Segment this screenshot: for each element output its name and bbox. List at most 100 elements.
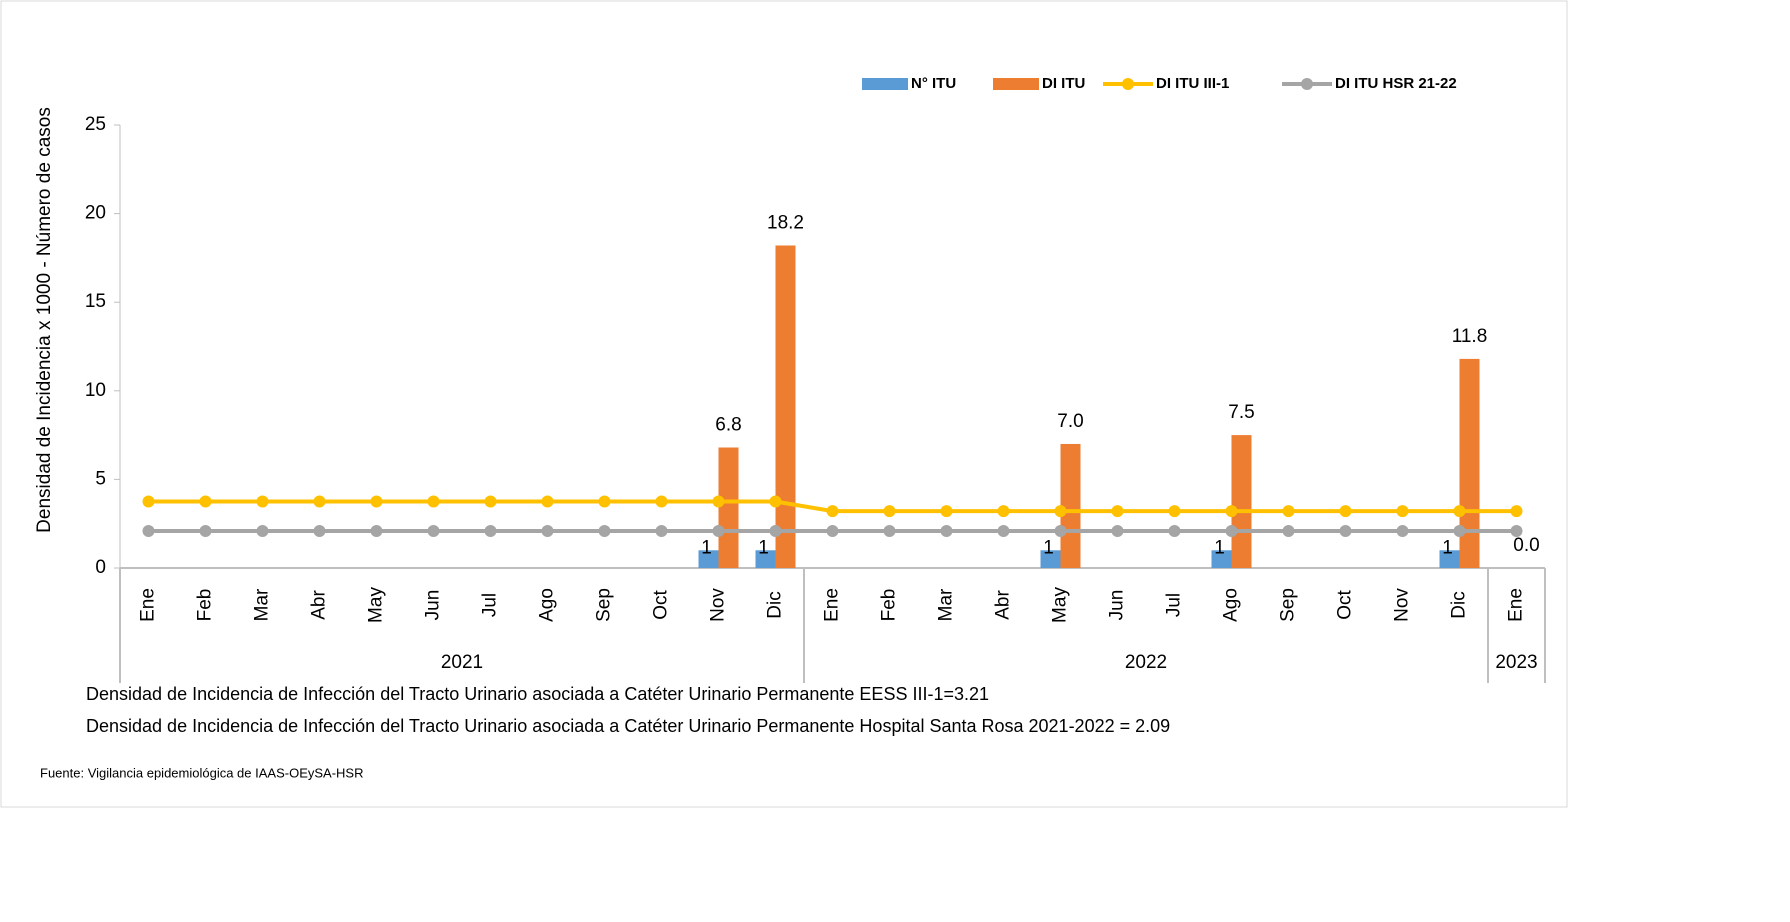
y-tick-label: 0 (95, 557, 106, 578)
line-marker (313, 495, 326, 508)
x-tick-label: Mar (936, 588, 957, 621)
line-marker (712, 524, 725, 537)
group-label: 2021 (441, 652, 483, 673)
x-tick-label: May (366, 587, 387, 623)
x-tick-label: Ago (537, 588, 558, 622)
data-label: 1 (758, 537, 769, 558)
line-marker (142, 495, 155, 508)
data-label: 18.2 (767, 213, 804, 234)
x-tick-label: Dic (765, 591, 786, 618)
line-marker (370, 495, 383, 508)
line-marker (1510, 505, 1523, 518)
line-marker (769, 524, 782, 537)
line-marker (940, 505, 953, 518)
line-marker (370, 524, 383, 537)
data-label: 1 (1214, 537, 1225, 558)
line-marker (1396, 524, 1409, 537)
line-marker (427, 495, 440, 508)
x-tick-label: Sep (1278, 588, 1299, 622)
x-tick-label: Ene (138, 588, 159, 622)
line-marker (712, 495, 725, 508)
x-tick-label: Feb (879, 589, 900, 622)
legend-label: DI ITU (1042, 75, 1085, 92)
y-tick-label: 5 (95, 468, 106, 489)
x-tick-label: Nov (708, 588, 729, 622)
line-marker (1054, 505, 1067, 518)
line-marker (1453, 505, 1466, 518)
data-label: 7.0 (1057, 411, 1083, 432)
line-marker (1225, 524, 1238, 537)
line-marker (313, 524, 326, 537)
line-marker (256, 524, 269, 537)
x-tick-label: May (1050, 587, 1071, 623)
x-tick-label: Oct (651, 590, 672, 620)
x-tick-label: Mar (252, 588, 273, 621)
line-marker (1111, 505, 1124, 518)
x-tick-label: Dic (1449, 591, 1470, 618)
legend-swatch (1301, 78, 1313, 90)
line-marker (1396, 505, 1409, 518)
legend-label: DI ITU HSR 21-22 (1335, 75, 1457, 92)
x-tick-label: Abr (309, 590, 330, 620)
line-marker (484, 524, 497, 537)
group-label: 2023 (1495, 652, 1537, 673)
y-tick-label: 10 (85, 380, 106, 401)
line-marker (427, 524, 440, 537)
x-tick-label: Abr (993, 590, 1014, 620)
bar (718, 447, 739, 568)
line-marker (940, 524, 953, 537)
data-label: 0.0 (1513, 535, 1539, 556)
data-label: 1 (1442, 537, 1453, 558)
legend-swatch (862, 78, 908, 90)
line-marker (1168, 505, 1181, 518)
line-marker (1111, 524, 1124, 537)
line-marker (598, 524, 611, 537)
legend-label: DI ITU III-1 (1156, 75, 1229, 92)
note: Densidad de Incidencia de Infección del … (86, 716, 1170, 736)
data-label: 1 (701, 537, 712, 558)
line-marker (997, 524, 1010, 537)
line-marker (826, 505, 839, 518)
line-marker (484, 495, 497, 508)
line-marker (1339, 505, 1352, 518)
bar (1439, 550, 1460, 568)
group-label: 2022 (1125, 652, 1167, 673)
x-tick-label: Oct (1335, 590, 1356, 620)
line-marker (997, 505, 1010, 518)
line-marker (1054, 524, 1067, 537)
legend-swatch (1122, 78, 1134, 90)
x-tick-label: Ene (822, 588, 843, 622)
y-tick-label: 25 (85, 114, 106, 135)
note: Densidad de Incidencia de Infección del … (86, 684, 989, 704)
bar (1231, 435, 1252, 568)
x-tick-label: Feb (195, 589, 216, 622)
data-label: 6.8 (715, 415, 741, 436)
bar (755, 550, 776, 568)
bar (1211, 550, 1232, 568)
x-tick-label: Jun (423, 590, 444, 621)
source: Fuente: Vigilancia epidemiológica de IAA… (40, 765, 363, 780)
line-marker (541, 495, 554, 508)
data-label: 1 (1043, 537, 1054, 558)
x-tick-label: Ene (1506, 588, 1527, 622)
line-marker (199, 524, 212, 537)
bar (1040, 550, 1061, 568)
line-marker (883, 505, 896, 518)
legend-label: N° ITU (911, 75, 956, 92)
x-tick-label: Ago (1221, 588, 1242, 622)
line-marker (541, 524, 554, 537)
bar (775, 245, 796, 568)
data-label: 11.8 (1452, 326, 1488, 347)
line-marker (256, 495, 269, 508)
line-marker (883, 524, 896, 537)
x-tick-label: Jul (1164, 593, 1185, 617)
y-tick-label: 15 (85, 291, 106, 312)
line-marker (1282, 505, 1295, 518)
bar (1060, 443, 1081, 568)
legend-swatch (993, 78, 1039, 90)
y-axis-label: Densidad de Incidencia x 1000 - Número d… (34, 107, 55, 533)
line-marker (199, 495, 212, 508)
bar (698, 550, 719, 568)
line-marker (1282, 524, 1295, 537)
line-marker (655, 524, 668, 537)
